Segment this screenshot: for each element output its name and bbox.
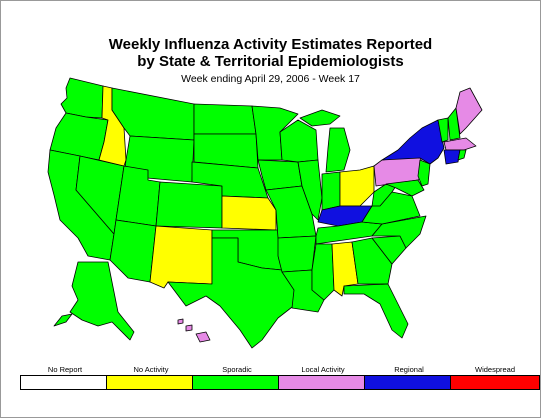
- legend-label-sporadic: Sporadic: [222, 365, 252, 374]
- state-north-dakota: [193, 103, 257, 135]
- legend-label-no-report: No Report: [47, 365, 83, 374]
- state-alaska: [69, 261, 135, 341]
- state-georgia: [351, 237, 393, 285]
- state-new-york: [381, 119, 445, 165]
- state-illinois: [297, 159, 323, 221]
- legend-sporadic: Sporadic: [192, 364, 282, 390]
- state-arkansas: [277, 235, 317, 273]
- legend-regional: Regional: [364, 364, 454, 390]
- legend-label-local-activity: Local Activity: [301, 365, 345, 374]
- legend-no-activity: No Activity: [106, 364, 196, 390]
- legend-swatch-regional: [364, 375, 454, 390]
- state-florida: [343, 283, 409, 339]
- state-iowa: [257, 159, 303, 191]
- state-michigan-upper: [299, 109, 341, 127]
- state-texas: [167, 237, 297, 349]
- legend-swatch-widespread: [450, 375, 540, 390]
- legend-label-widespread: Widespread: [474, 365, 516, 374]
- legend-swatch-local-activity: [278, 375, 368, 390]
- state-rhode-island: [457, 149, 467, 161]
- state-maryland: [385, 179, 425, 197]
- state-kansas: [221, 195, 277, 231]
- map-title-line-2: by State & Territorial Epidemiologists: [137, 53, 404, 70]
- legend-local-activity: Local Activity: [278, 364, 368, 390]
- legend-swatch-no-activity: [106, 375, 196, 390]
- state-arizona: [109, 219, 157, 283]
- legend-label-regional: Regional: [394, 365, 424, 374]
- state-new-jersey: [417, 159, 431, 187]
- state-ohio: [339, 165, 375, 207]
- legend-swatch-no-report: [20, 375, 110, 390]
- state-michigan: [325, 127, 351, 173]
- map-subtitle: Week ending April 29, 2006 - Week 17: [181, 73, 360, 85]
- state-hawaii-island2: [185, 324, 193, 332]
- state-connecticut: [443, 149, 461, 165]
- legend-label-no-activity: No Activity: [133, 365, 169, 374]
- state-maine: [455, 87, 483, 135]
- state-indiana: [321, 171, 341, 211]
- legend-swatch-sporadic: [192, 375, 282, 390]
- state-massachusetts: [443, 137, 477, 151]
- legend-widespread: Widespread: [450, 364, 540, 390]
- state-colorado: [155, 181, 223, 229]
- state-shapes: [47, 77, 483, 349]
- state-new-mexico: [149, 225, 213, 289]
- state-hawaii-island3: [177, 318, 184, 325]
- legend-no-report: No Report: [20, 364, 110, 390]
- state-mississippi: [311, 243, 335, 301]
- map-title-line-1: Weekly Influenza Activity Estimates Repo…: [108, 36, 433, 53]
- state-vermont: [437, 117, 449, 143]
- state-hawaii: [195, 331, 211, 343]
- alaska-aleutians: [53, 313, 73, 327]
